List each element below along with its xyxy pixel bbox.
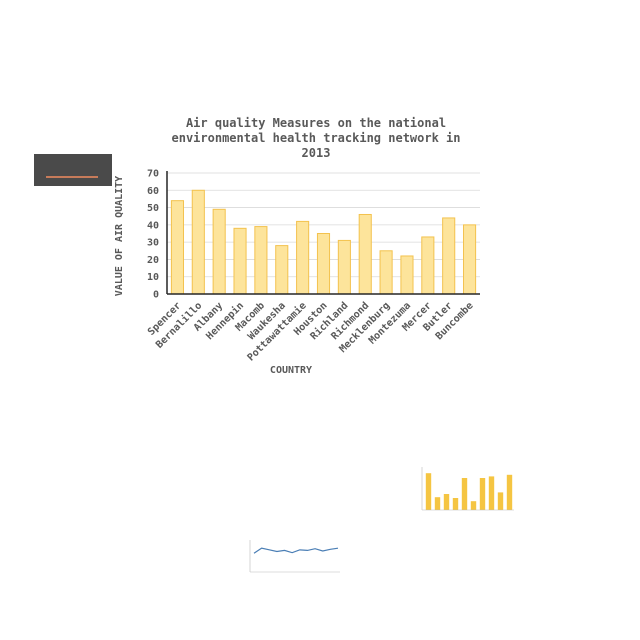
- bar-richmond: [358, 213, 372, 295]
- y-tick-label: 70: [147, 169, 159, 180]
- y-tick-label: 40: [147, 220, 159, 231]
- thumbnail-bar: [452, 498, 459, 510]
- y-tick-label: 60: [147, 186, 159, 197]
- thumbnail-dark-chart[interactable]: [34, 154, 112, 186]
- thumbnail-bar-chart[interactable]: [410, 455, 520, 535]
- thumbnail-line-series: [253, 547, 339, 554]
- x-tick-labels: SpencerBernalilloAlbanyHennepinMacombWau…: [146, 300, 476, 364]
- bar-waukesha: [275, 245, 289, 295]
- thumbnail-bar: [488, 476, 495, 510]
- bar-pottawattamie: [296, 220, 310, 295]
- chart-title-line-1: Air quality Measures on the national: [186, 116, 446, 130]
- bar-houston: [316, 233, 331, 295]
- bar-spencer: [170, 200, 184, 295]
- y-tick-labels: 0 10 20 30 40 50 60 70: [147, 169, 159, 301]
- thumbnail-bar: [470, 501, 477, 510]
- bar-richland: [337, 239, 351, 295]
- bar-albany: [212, 208, 226, 295]
- bar-mecklenburg: [379, 250, 393, 295]
- thumbnail-bar: [443, 494, 450, 510]
- bar-bernalillo: [191, 189, 205, 295]
- y-tick-label: 50: [147, 203, 159, 214]
- bar-butler: [442, 217, 456, 295]
- thumbnail-bar: [434, 497, 441, 510]
- thumbnail-bar: [479, 478, 486, 510]
- main-bar-chart: Air quality Measures on the national env…: [114, 116, 480, 376]
- chart-title-line-2: environmental health tracking network in: [172, 131, 461, 145]
- chart-title-line-3: 2013: [302, 146, 331, 160]
- thumbnail-bar: [461, 478, 468, 510]
- thumbnail-dark-line: [46, 166, 98, 178]
- y-tick-label: 0: [153, 290, 159, 301]
- bar-series: [170, 189, 477, 295]
- bar-hennepin: [233, 227, 247, 295]
- y-tick-label: 20: [147, 255, 159, 266]
- thumbnail-line-chart[interactable]: [236, 532, 346, 590]
- bar-buncombe: [463, 224, 477, 295]
- x-axis-label: COUNTRY: [270, 365, 312, 376]
- thumbnail-bar-series: [425, 473, 513, 510]
- y-tick-label: 10: [147, 272, 159, 283]
- y-axis-label: VALUE OF AIR QUALITY: [114, 176, 125, 296]
- y-tick-label: 30: [147, 238, 159, 249]
- thumbnail-bar: [425, 473, 432, 510]
- bar-mercer: [421, 236, 435, 295]
- thumbnail-bar: [506, 474, 513, 510]
- bar-montezuma: [400, 255, 414, 295]
- thumbnail-bar: [497, 492, 504, 510]
- bar-macomb: [254, 226, 268, 295]
